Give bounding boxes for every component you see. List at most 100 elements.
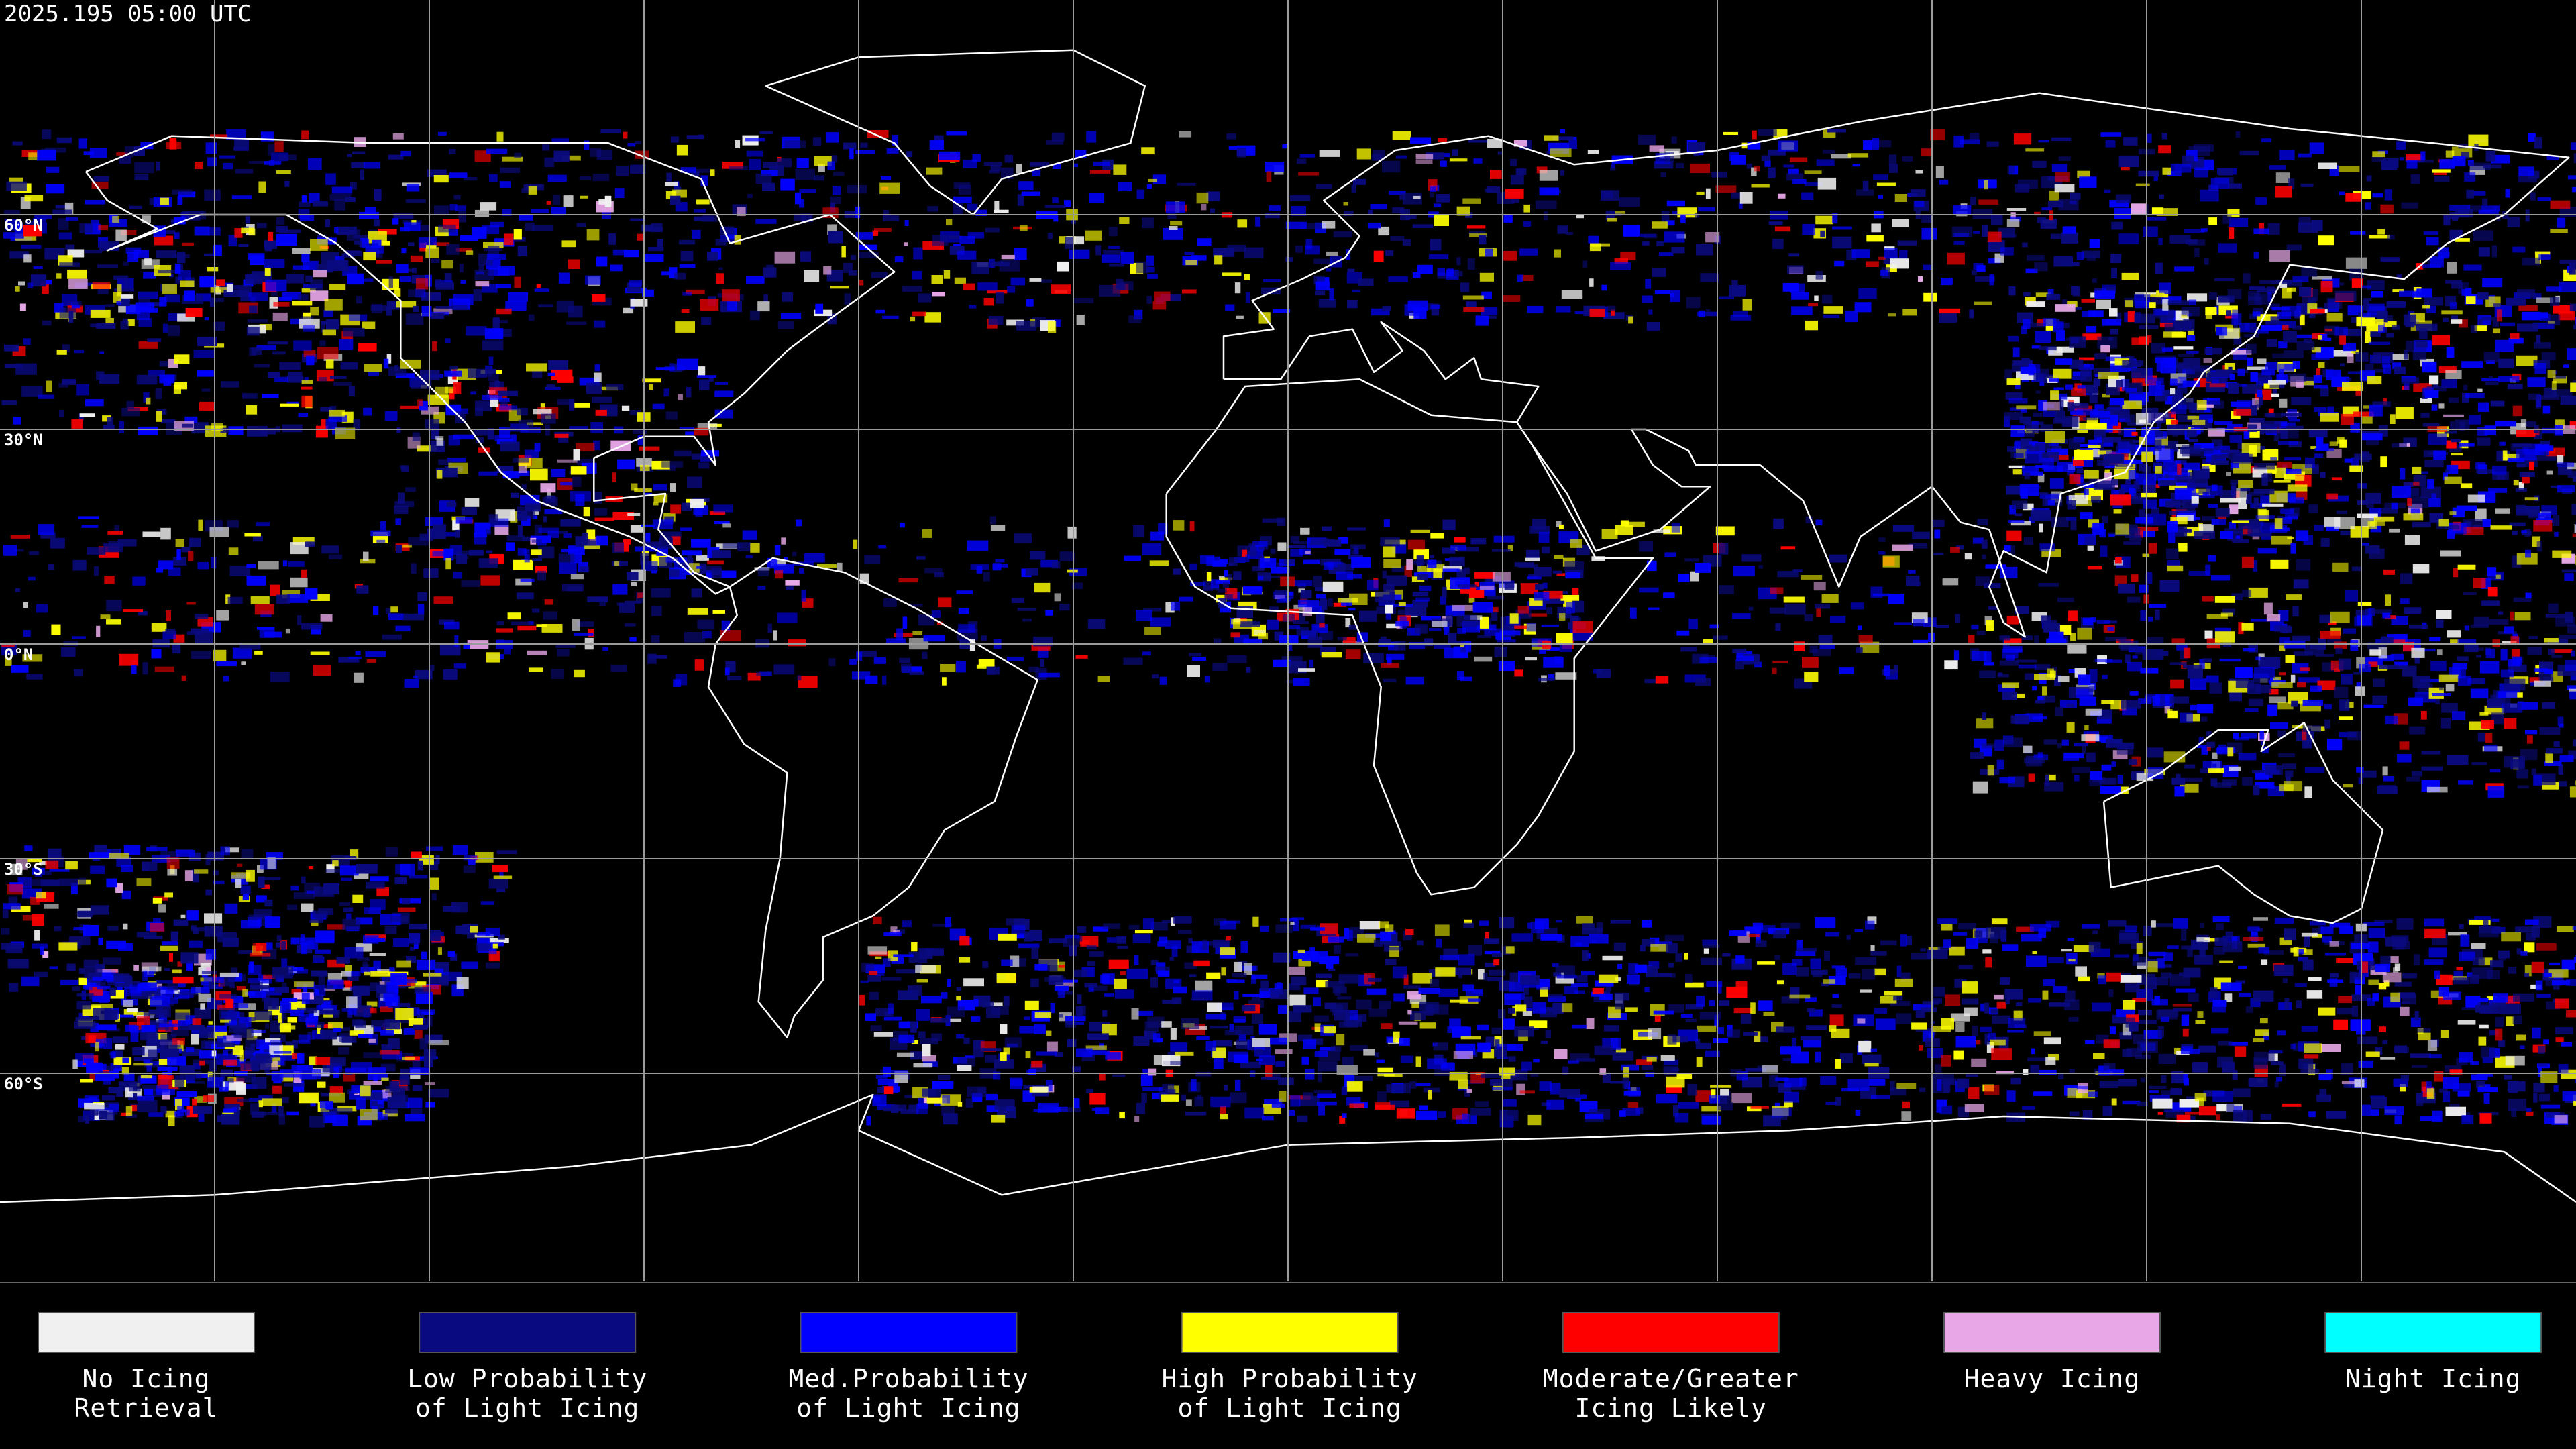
icing-patch <box>435 306 454 309</box>
icing-patch <box>1076 315 1085 325</box>
icing-patch <box>265 1023 270 1029</box>
icing-patch <box>1299 548 1311 555</box>
icing-patch <box>261 884 270 889</box>
icing-patch <box>2171 777 2186 785</box>
icing-patch <box>1747 142 1761 150</box>
icing-patch <box>106 1112 115 1121</box>
icing-patch <box>1738 202 1743 209</box>
icing-patch <box>2444 476 2462 484</box>
icing-patch <box>2371 156 2383 162</box>
icing-patch <box>1970 197 1976 205</box>
icing-patch <box>117 298 130 307</box>
icing-patch <box>1654 290 1670 294</box>
icing-patch <box>1858 288 1877 299</box>
icing-patch <box>2282 763 2296 769</box>
icing-patch <box>12 141 23 146</box>
icing-patch <box>299 1092 319 1104</box>
icing-patch <box>2082 333 2102 341</box>
icing-patch <box>373 606 379 616</box>
icing-patch <box>242 894 250 900</box>
icing-patch <box>73 927 85 931</box>
icing-patch <box>2101 764 2112 771</box>
icing-patch <box>975 209 987 216</box>
icing-patch <box>2158 145 2171 154</box>
icing-patch <box>301 876 306 884</box>
icing-patch <box>2025 268 2038 274</box>
icing-patch <box>2143 226 2158 237</box>
icing-patch <box>2118 233 2139 245</box>
icing-patch <box>2361 451 2369 458</box>
icing-patch <box>2551 655 2563 658</box>
icing-patch <box>551 669 564 679</box>
icing-patch <box>2156 362 2163 372</box>
icing-patch <box>2314 525 2324 531</box>
icing-patch <box>2343 784 2353 788</box>
icing-patch <box>2227 747 2234 757</box>
icing-patch <box>786 586 794 590</box>
icing-patch <box>213 321 225 331</box>
icing-patch <box>2157 417 2162 429</box>
icing-patch <box>899 657 910 663</box>
icing-patch <box>2027 254 2045 261</box>
icing-patch <box>121 865 133 872</box>
icing-patch <box>2538 395 2560 400</box>
icing-patch <box>2507 217 2520 227</box>
icing-patch <box>2408 496 2429 508</box>
icing-patch <box>2395 407 2414 419</box>
icing-patch <box>2508 458 2525 462</box>
icing-patch <box>499 871 504 878</box>
icing-patch <box>594 320 606 328</box>
icing-patch <box>1296 158 1307 164</box>
icing-patch <box>106 619 121 625</box>
icing-patch <box>2269 165 2286 170</box>
icing-patch <box>395 373 415 378</box>
icing-patch <box>2455 419 2470 429</box>
icing-patch <box>2339 191 2345 195</box>
icing-patch <box>2010 521 2031 526</box>
icing-patch <box>2229 690 2242 702</box>
icing-patch <box>2310 446 2320 449</box>
icing-patch <box>42 282 49 294</box>
icing-patch <box>442 906 460 912</box>
icing-patch <box>2037 474 2045 483</box>
icing-patch <box>2204 347 2222 355</box>
icing-patch <box>1858 625 1862 630</box>
icing-patch <box>403 613 425 621</box>
icing-patch <box>2505 189 2510 198</box>
icing-patch <box>910 316 916 322</box>
icing-patch <box>1739 192 1753 204</box>
icing-patch <box>1791 292 1809 300</box>
icing-patch <box>138 291 158 299</box>
icing-patch <box>2561 569 2576 573</box>
icing-patch <box>2104 469 2110 473</box>
icing-patch <box>912 270 922 280</box>
icing-patch <box>211 1050 217 1057</box>
icing-patch <box>1103 249 1124 254</box>
icing-patch <box>2283 331 2297 343</box>
icing-patch <box>319 1101 325 1108</box>
icing-patch <box>2255 197 2267 205</box>
icing-patch <box>426 245 437 249</box>
icing-patch <box>2169 662 2187 665</box>
icing-patch <box>2490 400 2505 407</box>
icing-patch <box>2125 654 2131 663</box>
icing-patch <box>2170 679 2184 689</box>
icing-patch <box>2506 297 2526 306</box>
icing-patch <box>1189 653 1201 657</box>
icing-patch <box>421 292 441 301</box>
icing-patch <box>2444 430 2457 434</box>
icing-patch <box>404 222 421 231</box>
icing-patch <box>1605 210 1615 221</box>
icing-patch <box>129 1081 141 1092</box>
icing-patch <box>2111 221 2123 230</box>
icing-patch <box>2361 285 2372 289</box>
icing-patch <box>171 189 193 195</box>
icing-patch <box>2366 175 2372 182</box>
icing-patch <box>1729 284 1746 297</box>
icing-patch <box>1732 648 1747 653</box>
icing-patch <box>2350 639 2359 651</box>
icing-patch <box>827 161 835 170</box>
icing-patch <box>123 318 128 324</box>
icing-patch <box>924 312 941 323</box>
icing-patch <box>433 596 453 604</box>
